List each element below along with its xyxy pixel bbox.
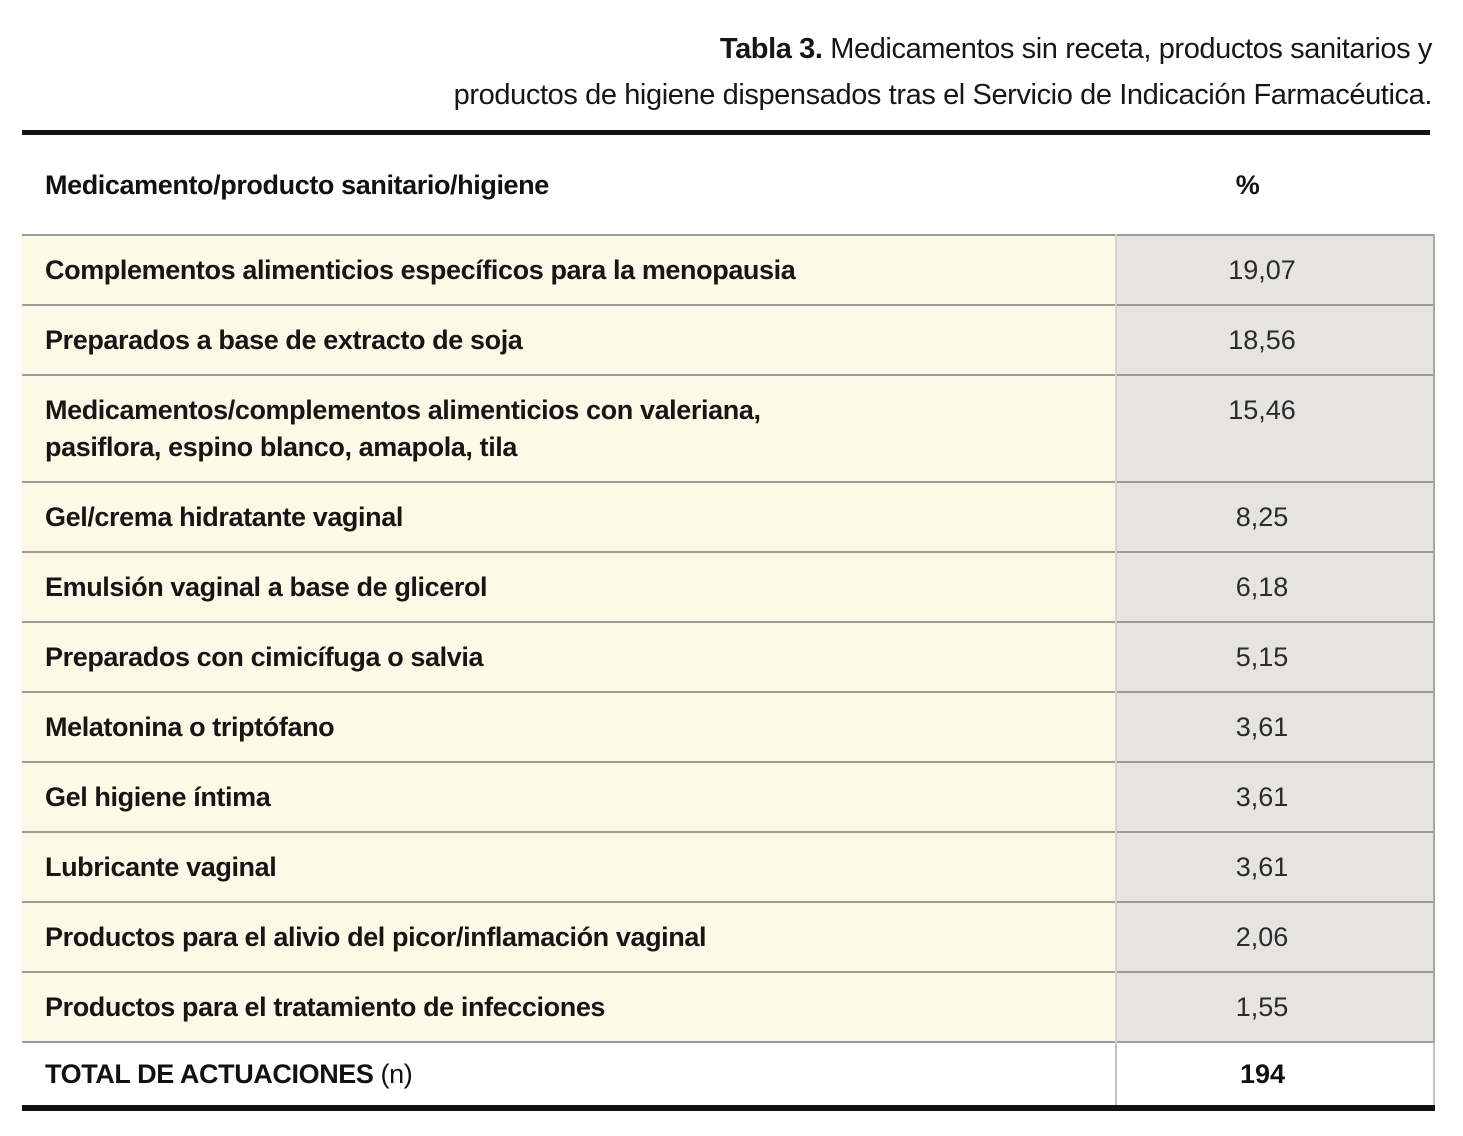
total-label: TOTAL DE ACTUACIONES (n) bbox=[22, 1041, 1117, 1111]
total-row: TOTAL DE ACTUACIONES (n) 194 bbox=[22, 1041, 1435, 1111]
table-row: Melatonina o triptófano 3,61 bbox=[22, 691, 1435, 762]
product-name-cell: Medicamentos/complementos alimenticios c… bbox=[22, 374, 1117, 482]
table-caption: Tabla 3. Medicamentos sin receta, produc… bbox=[22, 26, 1434, 118]
percent-value-cell: 3,61 bbox=[1116, 761, 1435, 832]
product-name-cell: Productos para el alivio del picor/infla… bbox=[22, 901, 1117, 972]
table-row: Productos para el tratamiento de infecci… bbox=[22, 971, 1435, 1042]
total-value: 194 bbox=[1116, 1041, 1435, 1111]
caption-text-2: productos de higiene dispensados tras el… bbox=[453, 79, 1433, 111]
percent-value-cell: 3,61 bbox=[1116, 831, 1435, 902]
caption-line-1: Tabla 3. Medicamentos sin receta, produc… bbox=[22, 26, 1432, 72]
product-name-cell: Gel/crema hidratante vaginal bbox=[22, 481, 1117, 552]
table-row: Emulsión vaginal a base de glicerol 6,18 bbox=[22, 551, 1435, 622]
header-row: Medicamento/producto sanitario/higiene % bbox=[22, 135, 1434, 235]
total-label-text: TOTAL DE ACTUACIONES bbox=[45, 1059, 374, 1089]
product-name-cell: Gel higiene íntima bbox=[22, 761, 1117, 832]
caption-text-1: Medicamentos sin receta, productos sanit… bbox=[822, 33, 1432, 65]
percent-value-cell: 18,56 bbox=[1116, 304, 1435, 375]
table-row: Preparados a base de extracto de soja 18… bbox=[22, 304, 1435, 375]
table-row: Productos para el alivio del picor/infla… bbox=[22, 901, 1435, 972]
results-table: Medicamento/producto sanitario/higiene %… bbox=[22, 135, 1435, 1111]
table-row: Gel higiene íntima 3,61 bbox=[22, 761, 1435, 832]
product-name-cell: Melatonina o triptófano bbox=[22, 691, 1117, 762]
percent-value-cell: 5,15 bbox=[1116, 621, 1435, 692]
product-name-cell: Preparados a base de extracto de soja bbox=[22, 304, 1117, 375]
caption-label: Tabla 3. bbox=[719, 33, 823, 65]
table-row: Preparados con cimicífuga o salvia 5,15 bbox=[22, 621, 1435, 692]
product-name-cell: Preparados con cimicífuga o salvia bbox=[22, 621, 1117, 692]
column-header-percent: % bbox=[1116, 135, 1434, 235]
column-header-product: Medicamento/producto sanitario/higiene bbox=[22, 135, 1116, 235]
percent-value-cell: 6,18 bbox=[1116, 551, 1435, 622]
table-row: Medicamentos/complementos alimenticios c… bbox=[22, 374, 1435, 482]
top-rule bbox=[22, 130, 1430, 135]
total-label-suffix: (n) bbox=[380, 1059, 413, 1089]
product-name-cell: Complementos alimenticios específicos pa… bbox=[22, 234, 1117, 305]
table-figure: Tabla 3. Medicamentos sin receta, produc… bbox=[22, 0, 1435, 1111]
percent-value-cell: 2,06 bbox=[1116, 901, 1435, 972]
product-name-cell: Emulsión vaginal a base de glicerol bbox=[22, 551, 1117, 622]
percent-value-cell: 8,25 bbox=[1116, 481, 1435, 552]
table-row: Complementos alimenticios específicos pa… bbox=[22, 234, 1435, 305]
percent-value-cell: 19,07 bbox=[1116, 234, 1435, 305]
percent-value-cell: 15,46 bbox=[1116, 374, 1435, 482]
table-row: Lubricante vaginal 3,61 bbox=[22, 831, 1435, 902]
percent-value-cell: 1,55 bbox=[1116, 971, 1435, 1042]
product-name-cell: Productos para el tratamiento de infecci… bbox=[22, 971, 1117, 1042]
percent-value-cell: 3,61 bbox=[1116, 691, 1435, 762]
product-name-cell: Lubricante vaginal bbox=[22, 831, 1117, 902]
table-row: Gel/crema hidratante vaginal 8,25 bbox=[22, 481, 1435, 552]
